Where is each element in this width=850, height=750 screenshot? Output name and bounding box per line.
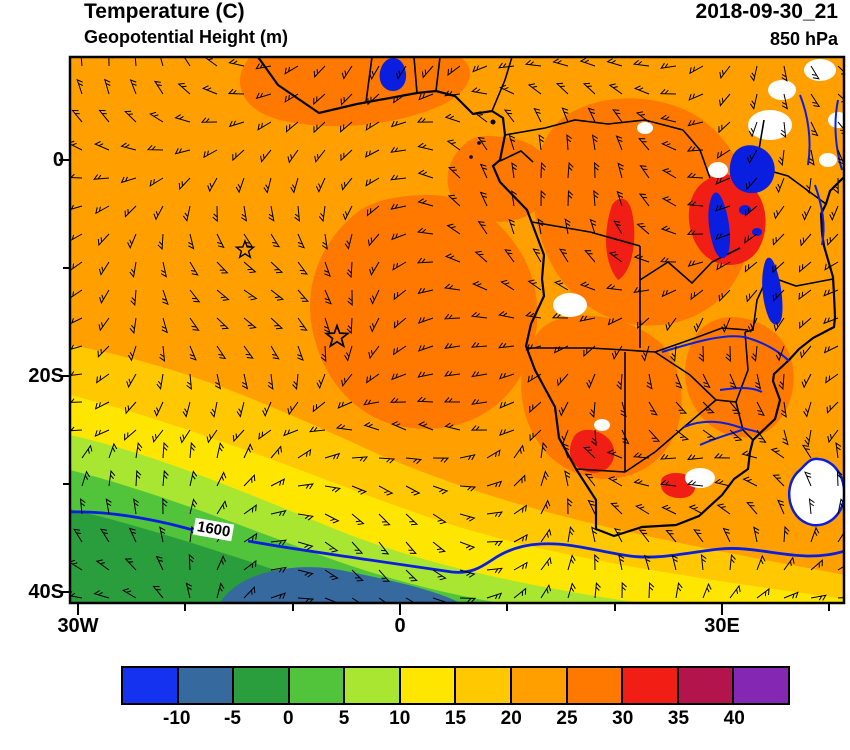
plot-title: Temperature (C): [84, 0, 245, 23]
lake-tanganyika: [708, 192, 731, 259]
colorbar-tick-label: 25: [556, 708, 578, 729]
coastline: [257, 57, 844, 538]
temp-blob-mozambique: [685, 317, 794, 438]
lake-malawi: [762, 257, 783, 325]
y-axis-label-0: 0: [52, 149, 64, 171]
valid-datetime: 2018-09-30_21: [695, 0, 838, 23]
height-contour-1600-east: [247, 539, 844, 574]
temp-core-rift: [606, 198, 635, 280]
colorbar-tick-label: 40: [723, 708, 745, 729]
height-contour-1600-west: [70, 510, 194, 532]
colorbar-tick-label: 5: [338, 708, 350, 729]
colorbar-cell: [398, 666, 457, 705]
colorbar-cell: [510, 666, 568, 705]
colorbar-cell: [121, 666, 179, 705]
colorbar-tick-label: 30: [612, 708, 634, 729]
height-contour-1600-closed: [787, 457, 844, 527]
colorbar-cell: [621, 666, 679, 705]
x-axis-label-0: 0: [394, 615, 406, 637]
lake-victoria: [729, 145, 775, 194]
colorbar-tick-label: -10: [163, 708, 191, 729]
colorbar-cell: [732, 666, 790, 705]
wind-barbs: [70, 57, 844, 603]
colorbar-cells: [121, 666, 790, 705]
colorbar-cell: [176, 666, 235, 705]
lake-volta: [379, 58, 407, 92]
colorbar-cell: [232, 666, 290, 705]
pressure-level: 850 hPa: [769, 29, 838, 49]
temp-core-namibia: [569, 429, 615, 473]
colorbar-labels: -10 -5 0 5 10 15 20 25 30 35 40: [0, 708, 850, 734]
colorbar-tick-label: 15: [444, 708, 467, 729]
x-axis-label-30w: 30W: [57, 615, 99, 637]
colorbar-tick-label: -5: [224, 708, 241, 729]
colorbar-cell: [287, 666, 346, 705]
colorbar-cell: [454, 666, 513, 705]
temp-blob-east-africa: [533, 98, 751, 326]
terrain-mask-patches: [553, 59, 844, 488]
map-frame: [68, 55, 846, 605]
colorbar-tick-label: 10: [389, 708, 411, 729]
colorbar-tick-label: 0: [282, 708, 294, 729]
temp-blob-kalahari: [521, 315, 682, 479]
colorbar-tick-label: 20: [500, 708, 522, 729]
y-axis-label-40s: 40S: [28, 581, 64, 603]
colorbar-cell: [565, 666, 624, 705]
colorbar-tick-label: 35: [667, 708, 690, 729]
country-borders: [365, 57, 834, 473]
station-marker-star: [323, 323, 351, 349]
temp-blob-central: [310, 195, 538, 429]
gulf-islands: [469, 119, 496, 159]
temp-band-m10-m5: [220, 567, 460, 603]
colorbar-cell: [676, 666, 735, 705]
rivers: [661, 94, 843, 446]
station-marker-star: [234, 238, 256, 259]
temp-blob-north: [240, 57, 470, 127]
axis-ticks: [59, 159, 830, 615]
y-axis-label-20s: 20S: [28, 365, 64, 387]
lakes: [379, 58, 783, 325]
colorbar-cell: [343, 666, 401, 705]
plot-subtitle: Geopotential Height (m): [84, 27, 288, 47]
x-axis-label-30e: 30E: [704, 615, 740, 637]
